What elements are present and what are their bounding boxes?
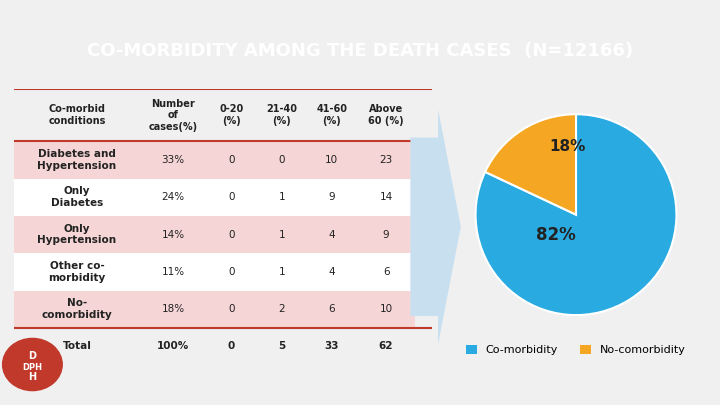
Text: 0: 0	[228, 267, 235, 277]
FancyBboxPatch shape	[140, 253, 207, 290]
FancyBboxPatch shape	[14, 216, 140, 253]
Text: 4: 4	[328, 230, 335, 240]
Text: 23: 23	[379, 155, 392, 165]
FancyBboxPatch shape	[14, 141, 140, 179]
Legend: Co-morbidity, No-comorbidity: Co-morbidity, No-comorbidity	[462, 341, 690, 360]
Text: 24%: 24%	[161, 192, 184, 202]
FancyBboxPatch shape	[256, 253, 307, 290]
Text: 14%: 14%	[161, 230, 184, 240]
Text: 6: 6	[383, 267, 390, 277]
Text: 14: 14	[379, 192, 392, 202]
Text: Other co-
morbidity: Other co- morbidity	[48, 261, 106, 283]
FancyBboxPatch shape	[140, 179, 207, 216]
FancyBboxPatch shape	[14, 290, 140, 328]
Text: 100%: 100%	[157, 341, 189, 352]
Text: 1: 1	[279, 267, 285, 277]
FancyBboxPatch shape	[140, 141, 207, 179]
Wedge shape	[476, 114, 676, 315]
Text: 33: 33	[325, 341, 339, 352]
Text: 18%: 18%	[161, 304, 184, 314]
Text: 0: 0	[228, 155, 235, 165]
FancyBboxPatch shape	[207, 253, 256, 290]
Text: Only
Diabetes: Only Diabetes	[51, 186, 103, 208]
FancyBboxPatch shape	[357, 179, 415, 216]
Text: 33%: 33%	[161, 155, 184, 165]
FancyBboxPatch shape	[256, 216, 307, 253]
FancyBboxPatch shape	[307, 216, 357, 253]
Text: Co-morbid
conditions: Co-morbid conditions	[48, 104, 106, 126]
Text: 9: 9	[383, 230, 390, 240]
Text: 18%: 18%	[550, 139, 586, 154]
FancyBboxPatch shape	[14, 179, 140, 216]
FancyBboxPatch shape	[207, 141, 256, 179]
FancyBboxPatch shape	[357, 253, 415, 290]
FancyBboxPatch shape	[307, 290, 357, 328]
Circle shape	[3, 339, 62, 390]
Text: 0: 0	[279, 155, 285, 165]
Text: Diabetes and
Hypertension: Diabetes and Hypertension	[37, 149, 117, 171]
Text: Number
of
cases(%): Number of cases(%)	[148, 98, 198, 132]
Text: H: H	[28, 372, 37, 382]
Text: 41-60
(%): 41-60 (%)	[316, 104, 347, 126]
Text: 0-20
(%): 0-20 (%)	[220, 104, 243, 126]
Text: 4: 4	[328, 267, 335, 277]
FancyBboxPatch shape	[140, 290, 207, 328]
Text: 82%: 82%	[536, 226, 576, 244]
Polygon shape	[410, 109, 461, 344]
FancyBboxPatch shape	[140, 216, 207, 253]
FancyBboxPatch shape	[207, 179, 256, 216]
Text: 11%: 11%	[161, 267, 184, 277]
Text: 62: 62	[379, 341, 393, 352]
Text: D: D	[28, 351, 37, 361]
Text: No-
comorbidity: No- comorbidity	[42, 298, 112, 320]
Text: Above
60 (%): Above 60 (%)	[368, 104, 404, 126]
FancyBboxPatch shape	[357, 216, 415, 253]
Text: DPH: DPH	[22, 363, 42, 372]
Text: 21-40
(%): 21-40 (%)	[266, 104, 297, 126]
Text: 10: 10	[325, 155, 338, 165]
FancyBboxPatch shape	[357, 141, 415, 179]
FancyBboxPatch shape	[256, 179, 307, 216]
Text: 0: 0	[228, 304, 235, 314]
Text: 1: 1	[279, 192, 285, 202]
Wedge shape	[485, 114, 576, 215]
Text: 0: 0	[228, 192, 235, 202]
Text: Total: Total	[63, 341, 91, 352]
FancyBboxPatch shape	[307, 179, 357, 216]
FancyBboxPatch shape	[307, 253, 357, 290]
Text: 6: 6	[328, 304, 335, 314]
FancyBboxPatch shape	[256, 141, 307, 179]
Text: 5: 5	[278, 341, 285, 352]
Text: 0: 0	[228, 341, 235, 352]
FancyBboxPatch shape	[207, 290, 256, 328]
Text: 9: 9	[328, 192, 335, 202]
FancyBboxPatch shape	[14, 253, 140, 290]
Text: 0: 0	[228, 230, 235, 240]
Text: 1: 1	[279, 230, 285, 240]
FancyBboxPatch shape	[307, 141, 357, 179]
Text: 10: 10	[379, 304, 392, 314]
FancyBboxPatch shape	[207, 216, 256, 253]
FancyBboxPatch shape	[256, 290, 307, 328]
Text: 2: 2	[279, 304, 285, 314]
FancyBboxPatch shape	[357, 290, 415, 328]
Text: Only
Hypertension: Only Hypertension	[37, 224, 117, 245]
Text: CO-MORBIDITY AMONG THE DEATH CASES  (N=12166): CO-MORBIDITY AMONG THE DEATH CASES (N=12…	[87, 42, 633, 60]
